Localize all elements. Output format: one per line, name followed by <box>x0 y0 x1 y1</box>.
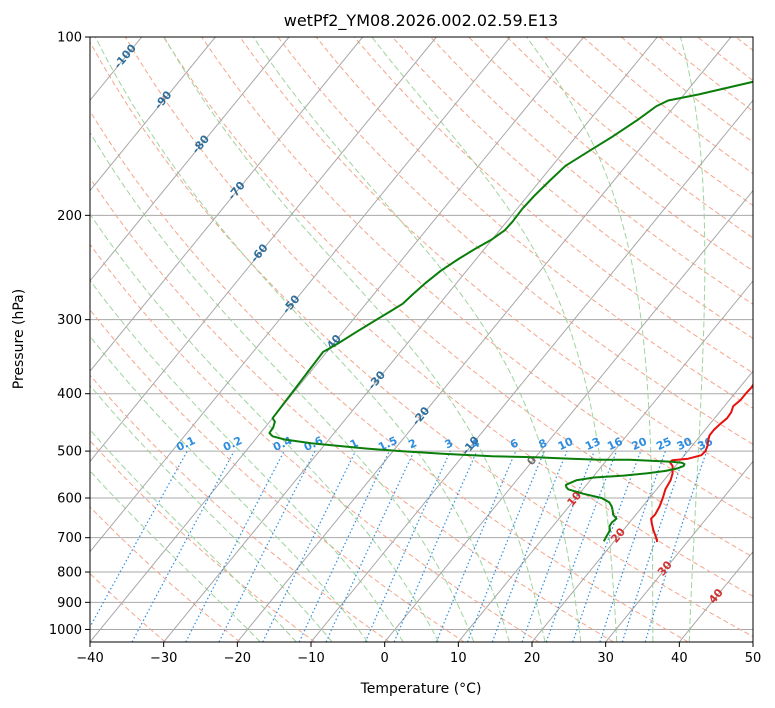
dry-adiabat <box>163 37 753 558</box>
y-tick-label: 700 <box>57 531 82 546</box>
mixing-ratio-label: 25 <box>654 435 673 453</box>
isotherm-line <box>90 37 216 192</box>
x-tick-label: 10 <box>450 651 467 666</box>
background-lines <box>90 37 753 642</box>
mixing-ratio-line <box>545 450 618 642</box>
dewpoint-profile-line <box>268 80 753 542</box>
mixing-ratio-label: 20 <box>630 435 650 453</box>
y-tick-label: 400 <box>57 387 82 402</box>
y-tick-label: 100 <box>57 31 82 46</box>
moist-adiabat <box>90 470 261 642</box>
y-tick-label: 1000 <box>49 623 82 638</box>
x-axis: −40 −30 −20 −10 0 10 20 30 40 50 <box>76 642 761 666</box>
moist-adiabat <box>90 335 369 642</box>
x-axis-label: Temperature (°C) <box>360 681 482 697</box>
y-axis-label: Pressure (hPa) <box>11 289 27 389</box>
isotherm-line <box>457 280 753 642</box>
dry-adiabat <box>124 37 753 597</box>
mixing-ratio-line <box>90 450 188 629</box>
mixing-ratio-line <box>466 450 545 642</box>
moist-adiabat <box>526 37 654 642</box>
y-tick-label: 900 <box>57 596 82 611</box>
y-tick-label: 800 <box>57 566 82 581</box>
dry-adiabat <box>353 37 753 374</box>
mixing-ratio-line <box>521 450 595 642</box>
chart-title: wetPf2_YM08.2026.002.02.59.E13 <box>284 11 558 31</box>
mixing-ratio-line <box>599 450 666 642</box>
dry-adiabat <box>90 243 540 642</box>
moist-adiabat <box>163 37 546 642</box>
mixing-ratio-line <box>435 450 517 642</box>
moist-adiabat <box>90 213 439 642</box>
sounding-profiles <box>268 80 753 543</box>
dry-adiabat <box>90 177 614 642</box>
x-tick-label: 50 <box>745 651 762 666</box>
mixing-ratio-label: 10 <box>556 435 576 453</box>
mixing-ratio-line <box>491 450 568 642</box>
dry-adiabat <box>90 506 241 642</box>
isotherm-line <box>90 37 585 642</box>
isotherm-line <box>90 37 290 282</box>
x-tick-label: −30 <box>150 651 177 666</box>
moist-adiabat <box>680 37 706 642</box>
dry-adiabat <box>315 37 753 409</box>
temperature-profile-line <box>650 383 753 543</box>
y-tick-label: 500 <box>57 445 82 460</box>
mixing-ratio-line <box>621 450 687 642</box>
mixing-ratio-line <box>644 450 708 642</box>
x-tick-label: 40 <box>671 651 688 666</box>
x-tick-label: 0 <box>381 651 389 666</box>
y-tick-label: 300 <box>57 313 82 328</box>
isotherm-line <box>384 189 753 642</box>
dry-adiabat <box>239 37 753 482</box>
isotherm-line <box>310 99 753 642</box>
dry-adiabat <box>430 37 753 305</box>
mixing-ratio-line <box>218 450 316 642</box>
moist-adiabat <box>90 279 404 642</box>
y-axis: 100 200 300 400 500 600 700 800 900 1000 <box>49 31 90 638</box>
moist-adiabat <box>90 384 333 642</box>
dry-adiabat <box>90 440 316 642</box>
isotherm-line <box>752 641 753 642</box>
mixing-ratio-label: 30 <box>675 435 695 453</box>
x-tick-label: −40 <box>76 651 103 666</box>
isotherm-line <box>90 37 511 553</box>
isotherm-line <box>163 37 658 642</box>
mixing-ratio-line <box>364 450 451 642</box>
mixing-ratio-line <box>572 450 642 642</box>
plot-frame <box>89 36 754 643</box>
moist-adiabat <box>371 37 618 642</box>
x-tick-label: −10 <box>297 651 324 666</box>
mixing-ratio-line <box>393 450 478 642</box>
dry-adiabat <box>201 37 753 520</box>
x-tick-label: −20 <box>224 651 251 666</box>
y-tick-label: 200 <box>57 209 82 224</box>
isotherm-line <box>90 37 364 372</box>
mixing-ratio-label: 13 <box>583 435 602 453</box>
isotherm-line <box>531 370 753 642</box>
dry-adiabat <box>90 110 689 642</box>
mixing-ratio-label: 36 <box>696 435 716 453</box>
isotherm-line <box>236 37 732 642</box>
isotherm-line <box>605 460 753 642</box>
isotherm-line <box>90 37 437 463</box>
dry-adiabat <box>90 309 465 642</box>
x-tick-label: 20 <box>524 651 541 666</box>
mixing-ratio-label: 16 <box>605 435 625 453</box>
moist-adiabat <box>90 131 475 642</box>
moist-adiabat <box>252 37 582 642</box>
x-tick-label: 30 <box>597 651 614 666</box>
y-tick-label: 600 <box>57 492 82 507</box>
plot-area <box>90 37 753 642</box>
mixing-ratio-line <box>131 450 235 642</box>
